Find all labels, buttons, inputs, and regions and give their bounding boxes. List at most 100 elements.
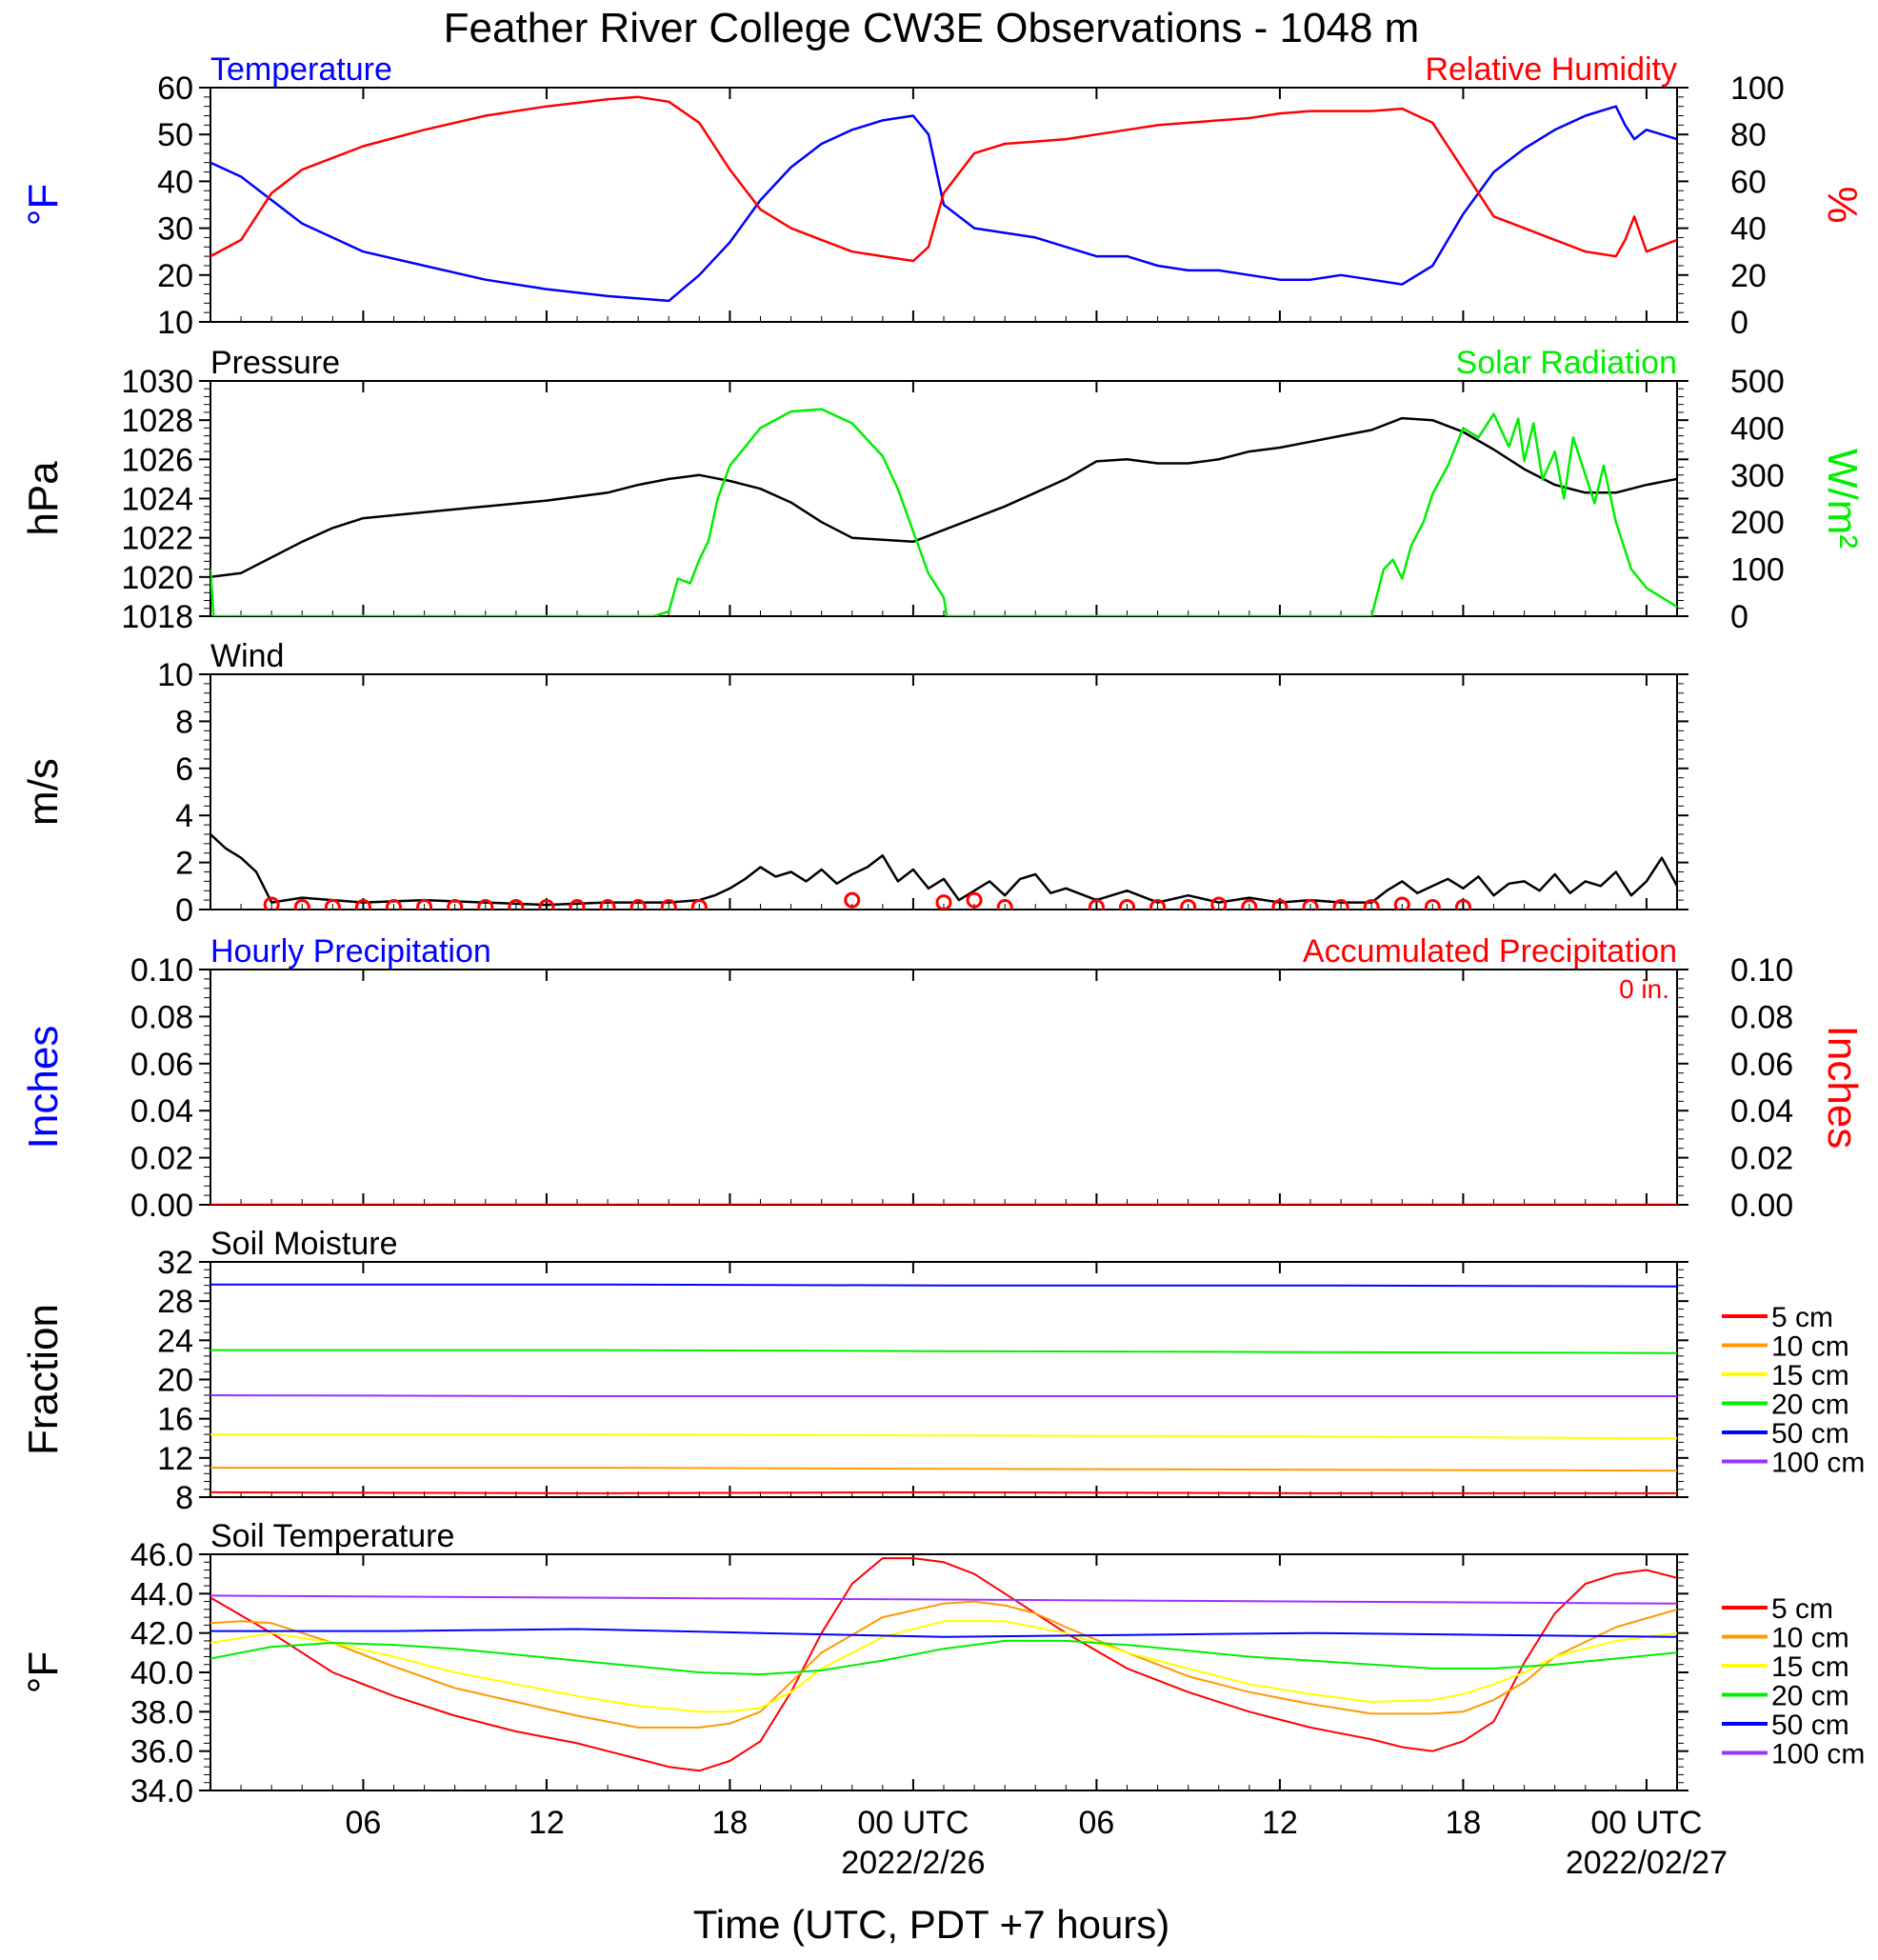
series-100-cm-line bbox=[210, 1394, 1677, 1397]
wind-marker bbox=[416, 899, 433, 910]
wind-marker bbox=[1393, 896, 1410, 910]
panel-title-left: Pressure bbox=[210, 345, 340, 381]
wind-marker bbox=[996, 899, 1013, 910]
y-right-tick-label: 0.00 bbox=[1730, 1188, 1793, 1224]
y-left-tick-label: 1018 bbox=[121, 599, 193, 635]
y-left-tick-label: 44.0 bbox=[130, 1576, 193, 1612]
series-group bbox=[210, 408, 1677, 616]
y-left-tick-label: 32 bbox=[157, 1245, 193, 1281]
series-green-1-line bbox=[210, 408, 1677, 616]
y-left-tick-label: 0.08 bbox=[130, 999, 193, 1035]
y-left-tick-label: 8 bbox=[175, 1480, 193, 1516]
wind-marker bbox=[569, 899, 586, 910]
panel-title-left: Wind bbox=[210, 638, 284, 674]
y-left-axis-label: m/s bbox=[20, 758, 67, 826]
legend-label: 15 cm bbox=[1771, 1360, 1849, 1391]
wind-marker bbox=[538, 899, 555, 910]
series-100-cm-line bbox=[210, 1594, 1677, 1605]
y-left-tick-label: 1020 bbox=[121, 560, 193, 596]
wind-marker bbox=[1149, 899, 1167, 910]
y-left-tick-label: 60 bbox=[157, 70, 193, 107]
series-15-cm-line bbox=[210, 1433, 1677, 1440]
y-left-tick-label: 40 bbox=[157, 164, 193, 200]
y-left-tick-label: 20 bbox=[157, 258, 193, 294]
y-left-tick-label: 0.06 bbox=[130, 1047, 193, 1083]
panel-title-left: Hourly Precipitation bbox=[210, 933, 491, 970]
legend-label: 100 cm bbox=[1771, 1448, 1865, 1479]
y-left-tick-label: 8 bbox=[175, 704, 193, 740]
series-15-cm-line bbox=[210, 1620, 1677, 1713]
panel-title-left: Temperature bbox=[210, 51, 392, 88]
y-left-tick-label: 6 bbox=[175, 751, 193, 788]
figure-title: Feather River College CW3E Observations … bbox=[444, 5, 1420, 51]
y-left-tick-label: 46.0 bbox=[130, 1537, 193, 1573]
wind-marker bbox=[1180, 899, 1197, 910]
y-left-tick-label: 42.0 bbox=[130, 1616, 193, 1652]
series-group bbox=[210, 1283, 1677, 1494]
wind-marker bbox=[966, 891, 983, 909]
wind-marker bbox=[660, 899, 677, 910]
x-tick-label: 18 bbox=[1446, 1805, 1482, 1841]
legend-label: 50 cm bbox=[1771, 1418, 1849, 1450]
y-right-tick-label: 200 bbox=[1730, 505, 1785, 541]
y-left-tick-label: 0.02 bbox=[130, 1141, 193, 1177]
wind-marker bbox=[293, 899, 310, 910]
y-left-tick-label: 1022 bbox=[121, 521, 193, 557]
legend-label: 15 cm bbox=[1771, 1651, 1849, 1683]
wind-marker bbox=[1454, 899, 1471, 910]
wind-marker bbox=[477, 899, 494, 910]
x-tick-label: 00 UTC bbox=[1590, 1805, 1702, 1841]
y-left-tick-label: 38.0 bbox=[130, 1694, 193, 1730]
x-tick-label: 12 bbox=[529, 1805, 565, 1841]
y-left-tick-label: 34.0 bbox=[130, 1773, 193, 1810]
legend-label: 50 cm bbox=[1771, 1710, 1849, 1741]
panel-temp_rh: 10 20 30 40 50 60 0 20 40 60 80 100 Temperature Relat… bbox=[20, 51, 1866, 341]
legend-label: 100 cm bbox=[1771, 1739, 1865, 1770]
y-left-tick-label: 2 bbox=[175, 846, 193, 882]
y-left-tick-label: 40.0 bbox=[130, 1655, 193, 1691]
panel-soil_temperature: 34.036.0 38.040.042.0 44.046.0 Soil Tempera… bbox=[20, 1518, 1865, 1810]
wind-marker bbox=[629, 899, 647, 910]
y-left-axis-label: Inches bbox=[20, 1026, 67, 1150]
wind-marker bbox=[844, 891, 861, 909]
x-tick-label: 06 bbox=[346, 1805, 382, 1841]
x-axis-label: Time (UTC, PDT +7 hours) bbox=[693, 1902, 1170, 1947]
wind-marker bbox=[354, 899, 371, 910]
panel-wind: 0 2 4 6 8 10 Wind m/s bbox=[20, 638, 1688, 929]
y-right-tick-label: 400 bbox=[1730, 410, 1785, 447]
x-tick-date: 2022/02/27 bbox=[1566, 1845, 1728, 1881]
wind-marker bbox=[508, 899, 525, 910]
wind-marker bbox=[599, 899, 616, 910]
legend-label: 5 cm bbox=[1771, 1302, 1833, 1333]
y-right-tick-label: 60 bbox=[1730, 164, 1767, 200]
series-black-0-line bbox=[210, 416, 1677, 579]
y-left-tick-label: 24 bbox=[157, 1323, 193, 1359]
y-right-axis-label: Inches bbox=[1819, 1026, 1866, 1150]
x-tick-label: 12 bbox=[1262, 1805, 1298, 1841]
series-10-cm-line bbox=[210, 1467, 1677, 1472]
series-blue-0-line bbox=[210, 105, 1677, 303]
wind-marker bbox=[1363, 899, 1380, 910]
legend-label: 20 cm bbox=[1771, 1681, 1849, 1712]
time-axis: 06 12 18 00 UTC 2022/2/26 06 12 18 00 UTC 2022/02… bbox=[346, 1805, 1728, 1881]
panel-precip: 0.00 0.02 0.04 0.06 0.08 0.10 0.00 0.02 0.04 0.06… bbox=[20, 933, 1866, 1224]
series-50-cm-line bbox=[210, 1283, 1677, 1288]
y-left-tick-label: 10 bbox=[157, 305, 193, 341]
wind-marker bbox=[386, 899, 402, 910]
legend-label: 20 cm bbox=[1771, 1390, 1849, 1421]
x-tick-label: 00 UTC bbox=[857, 1805, 969, 1841]
y-right-tick-label: 300 bbox=[1730, 458, 1785, 494]
y-left-tick-label: 16 bbox=[157, 1402, 193, 1438]
series-red-1-markers bbox=[263, 891, 1471, 910]
y-left-tick-label: 12 bbox=[157, 1441, 193, 1477]
y-right-tick-label: 0.10 bbox=[1730, 952, 1793, 989]
wind-marker bbox=[1424, 899, 1441, 910]
wind-marker bbox=[690, 899, 708, 910]
y-left-tick-label: 1024 bbox=[121, 482, 193, 518]
